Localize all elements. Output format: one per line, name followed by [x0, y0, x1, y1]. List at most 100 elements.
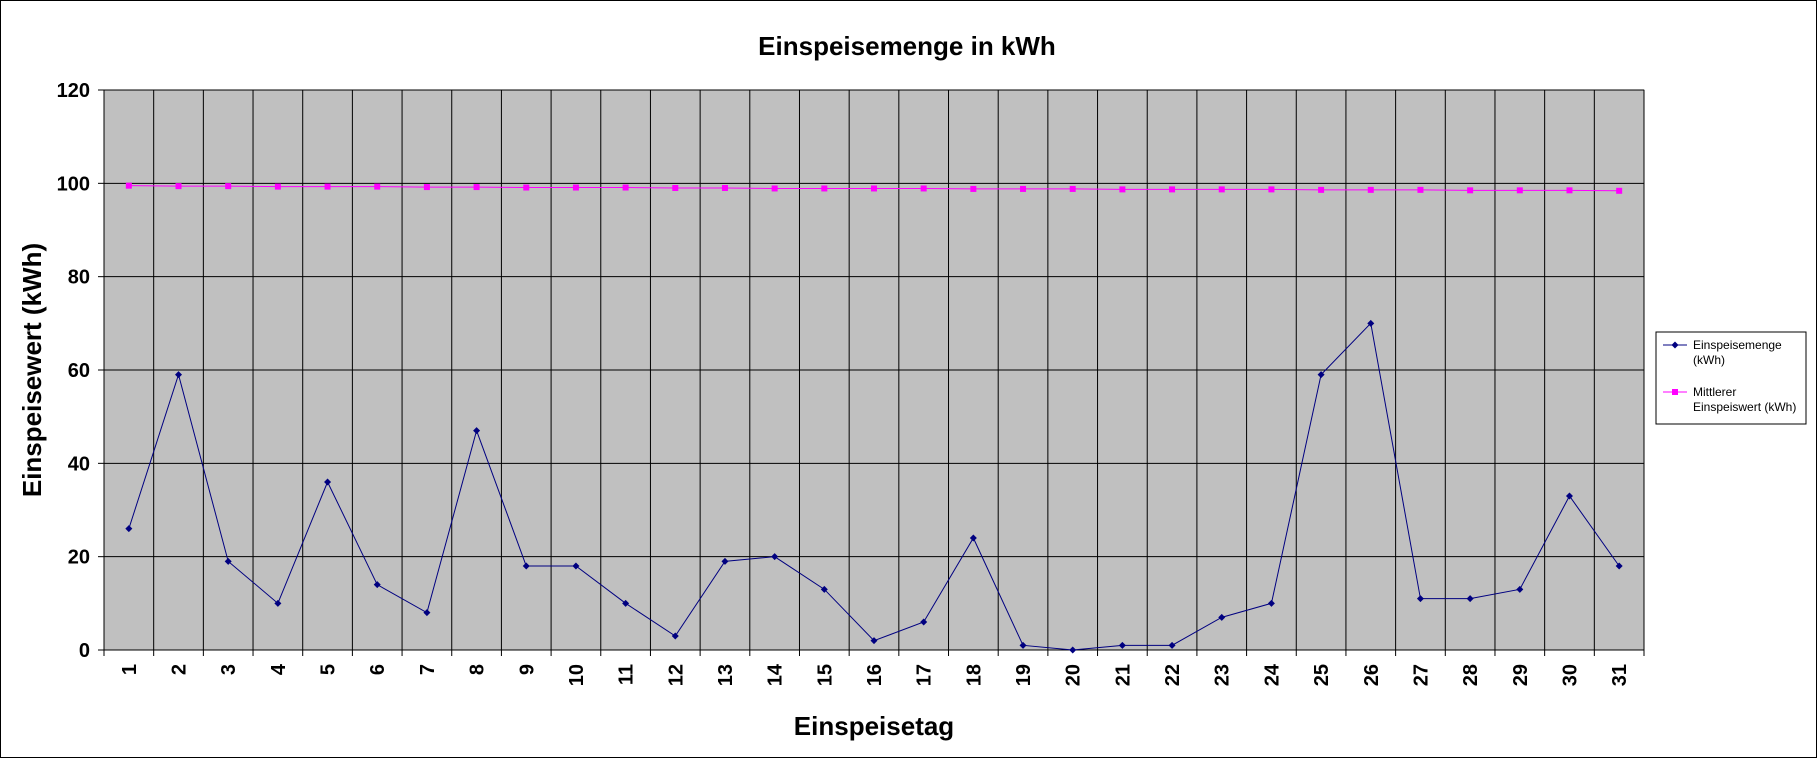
x-tick-label: 5 [318, 664, 340, 675]
x-tick-label: 4 [268, 663, 290, 675]
data-point [423, 184, 430, 191]
data-point [1417, 186, 1424, 193]
y-tick-label: 80 [68, 267, 90, 289]
y-tick-label: 60 [68, 360, 90, 382]
data-point [622, 184, 629, 191]
x-tick-label: 19 [1013, 664, 1035, 686]
data-point [1467, 187, 1474, 194]
data-point [125, 182, 132, 189]
legend-label: Einspeiswert (kWh) [1693, 400, 1796, 414]
data-point [1218, 186, 1225, 193]
x-tick-label: 2 [169, 664, 191, 675]
x-tick-label: 7 [417, 664, 439, 675]
data-point [871, 185, 877, 192]
data-point [1118, 641, 1126, 649]
data-point [1615, 562, 1623, 570]
legend-marker [1671, 341, 1679, 349]
data-point [671, 632, 679, 640]
legend: Einspeisemenge(kWh) MittlererEinspeiswert… [1655, 331, 1807, 425]
data-point [125, 525, 133, 533]
x-tick-label: 11 [616, 664, 638, 685]
x-tick-label: 17 [914, 664, 936, 686]
data-point [1069, 185, 1076, 192]
x-tick-label: 14 [765, 663, 787, 686]
data-point [473, 427, 481, 435]
legend-label: (kWh) [1693, 353, 1725, 367]
data-point [1168, 641, 1176, 649]
legend-label: Einspeisemenge [1693, 338, 1782, 352]
data-point [523, 184, 530, 191]
y-tick-label: 120 [57, 80, 90, 102]
data-point [1218, 613, 1226, 621]
y-axis-label: Einspeisewert (kWh) [17, 243, 47, 497]
data-point [1466, 595, 1474, 603]
x-tick-label: 1 [119, 664, 141, 675]
data-point [274, 599, 282, 607]
data-point [324, 478, 332, 486]
data-point [373, 581, 381, 589]
x-tick-label: 31 [1609, 664, 1631, 686]
x-tick-labels: 1 2 3 4 5 6 7 8 9 10 11 12 13 14 15 16 17 18 19 20 21 22 23 24 2… [119, 663, 1631, 686]
data-point [721, 185, 728, 191]
data-point [969, 534, 977, 542]
x-tick-label: 15 [814, 664, 836, 686]
data-point [1267, 599, 1275, 607]
x-tick-label: 23 [1212, 664, 1234, 686]
axes [98, 89, 1645, 656]
x-tick-label: 25 [1311, 664, 1333, 686]
x-tick-label: 30 [1559, 664, 1581, 686]
data-point [572, 562, 580, 570]
data-point [920, 618, 928, 626]
x-tick-label: 6 [367, 664, 389, 675]
x-tick-label: 16 [864, 664, 886, 686]
data-point [1616, 187, 1623, 194]
data-point [771, 185, 778, 192]
x-tick-label: 22 [1162, 664, 1184, 686]
x-axis-label: Einspeisetag [794, 711, 954, 741]
y-tick-label: 20 [68, 547, 90, 569]
legend-box [1655, 331, 1807, 425]
data-point [1169, 186, 1176, 193]
legend-marker [1672, 389, 1678, 395]
data-point [970, 185, 977, 192]
data-point [1317, 371, 1325, 379]
data-point [274, 183, 281, 190]
data-point [1565, 492, 1573, 500]
data-point [473, 184, 480, 191]
data-point [1019, 641, 1027, 649]
series-layer [125, 182, 1623, 654]
data-point [522, 562, 530, 570]
data-point [1367, 319, 1375, 327]
data-point [870, 637, 878, 645]
data-point [771, 553, 779, 561]
data-point [622, 599, 630, 607]
data-point [224, 557, 232, 565]
data-point [1318, 186, 1325, 193]
series-2 [125, 182, 1623, 194]
data-point [1516, 187, 1523, 194]
data-point [1367, 186, 1374, 193]
x-tick-label: 18 [963, 664, 985, 686]
data-point [374, 183, 381, 190]
x-tick-label: 21 [1112, 664, 1134, 686]
legend-label: Mittlerer [1693, 385, 1736, 399]
data-point [1119, 186, 1126, 193]
x-tick-label: 27 [1410, 664, 1432, 686]
data-point [1416, 595, 1424, 603]
series-1 [125, 319, 1623, 654]
y-tick-label: 0 [79, 640, 90, 662]
data-point [1566, 187, 1573, 194]
x-tick-label: 8 [467, 664, 489, 675]
y-tick-label: 40 [68, 453, 90, 475]
data-point [225, 183, 232, 190]
data-point [672, 185, 679, 191]
data-point [1020, 185, 1027, 192]
data-point [324, 183, 331, 190]
x-tick-label: 20 [1063, 664, 1085, 686]
data-point [175, 371, 183, 379]
x-tick-label: 12 [665, 664, 687, 686]
data-point [821, 185, 828, 192]
data-point [572, 184, 579, 191]
